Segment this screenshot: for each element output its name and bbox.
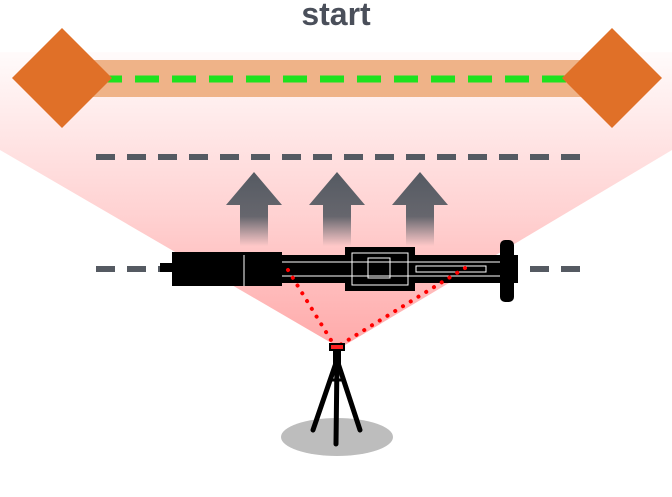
laser-line-right [338, 266, 467, 347]
laser-line-left [286, 268, 336, 347]
start-label: start [301, 0, 371, 32]
up-arrow-icon [392, 172, 448, 246]
left-marker-diamond-icon [12, 28, 112, 128]
right-marker-diamond-icon [562, 28, 662, 128]
up-arrow-icon [226, 172, 282, 246]
up-arrow-icon [309, 172, 365, 246]
telescope-icon [160, 240, 518, 302]
tripod-icon [310, 343, 363, 447]
